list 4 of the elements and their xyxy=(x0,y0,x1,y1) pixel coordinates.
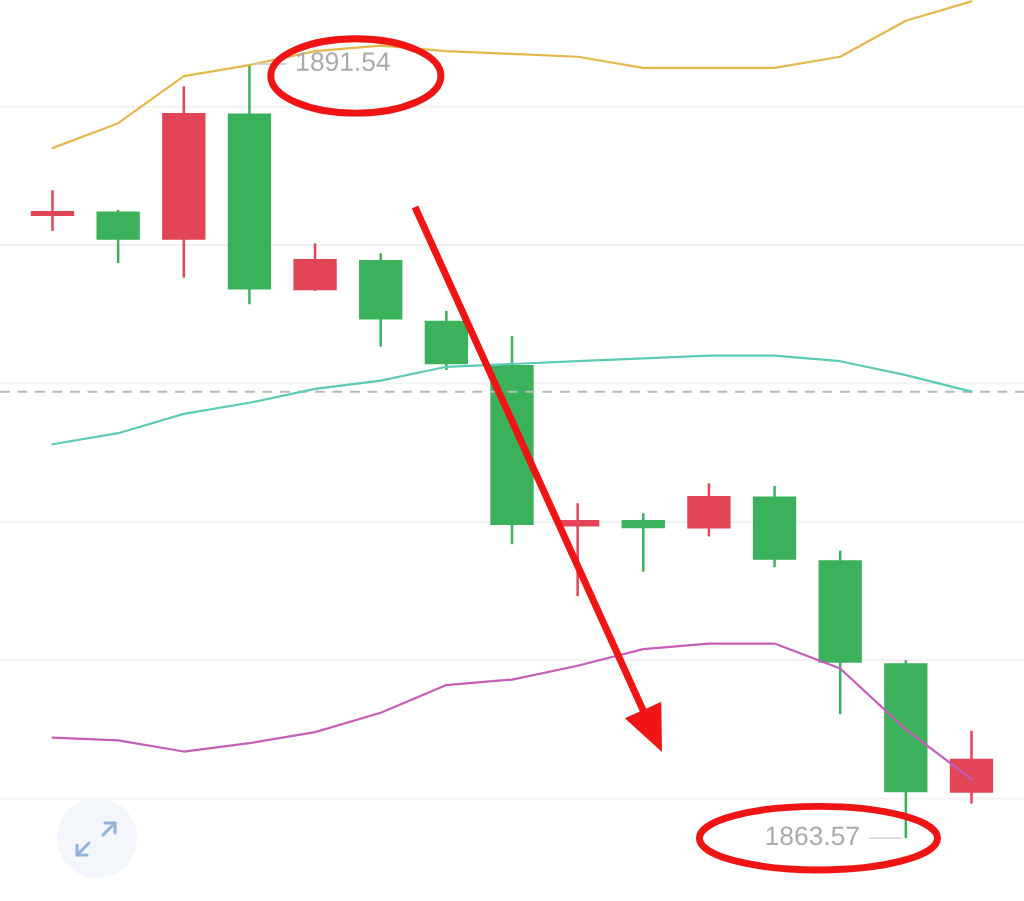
candlestick xyxy=(621,511,665,573)
candlestick xyxy=(30,188,75,233)
annotation: 1891.54 xyxy=(297,52,390,72)
annotation: 1863.57 xyxy=(766,826,859,846)
